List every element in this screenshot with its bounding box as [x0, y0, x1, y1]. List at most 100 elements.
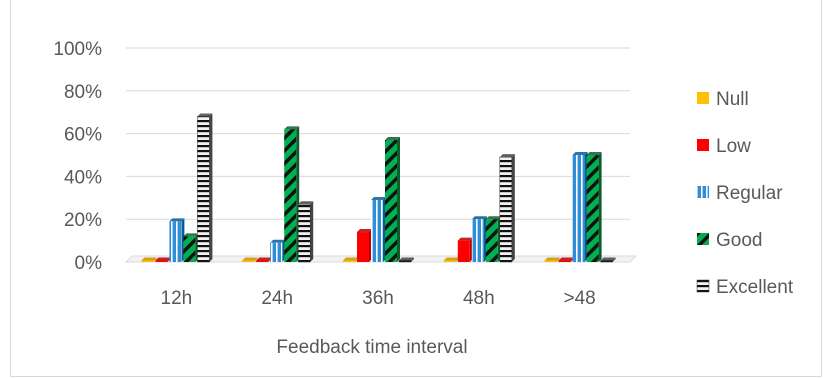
bar-top	[457, 237, 473, 241]
bar-top	[485, 216, 501, 220]
bar-excellent-12h	[197, 113, 213, 263]
bar-top	[586, 152, 602, 155]
bar-top	[141, 257, 157, 261]
bar-good-12h	[183, 233, 199, 262]
legend-item-good: Good	[697, 230, 762, 251]
bar-side	[411, 257, 414, 262]
legend-label: Null	[716, 89, 749, 110]
bar-regular-12h	[169, 218, 185, 262]
bar-front	[471, 219, 484, 262]
bar-top	[357, 229, 372, 233]
bar-front	[169, 221, 182, 262]
y-tick-label: 100%	[53, 39, 102, 60]
y-tick-label: 80%	[64, 82, 102, 103]
bar-top	[371, 196, 386, 200]
y-tick-label: 0%	[75, 253, 103, 274]
bar-top	[256, 257, 272, 261]
x-axis-label: Feedback time interval	[276, 337, 467, 358]
legend-item-regular: Regular	[697, 183, 783, 204]
bar-front	[242, 260, 255, 262]
bar-side	[397, 137, 400, 262]
bar-null-48	[544, 257, 560, 262]
bar-top	[298, 201, 314, 205]
bar-good-36h	[385, 137, 400, 262]
legend: Null Low Regular Good Excellent	[696, 89, 794, 298]
bar-regular-24h	[270, 239, 286, 262]
bar-top	[284, 126, 300, 130]
bar-front	[457, 240, 470, 262]
bar-null-24h	[242, 257, 258, 262]
x-tick-label: 48h	[463, 288, 495, 309]
bar-top	[197, 113, 213, 117]
bar-front	[197, 116, 210, 263]
bar-excellent-24h	[297, 201, 314, 263]
bar-top	[385, 137, 400, 141]
bar-side	[310, 201, 314, 262]
bar-top	[155, 257, 171, 261]
bar-top	[242, 257, 258, 261]
x-tick-label: >48	[563, 288, 595, 309]
bar-front	[586, 155, 599, 262]
bar-front	[155, 260, 168, 262]
bar-regular-48h	[471, 216, 487, 262]
bar-front	[284, 129, 297, 262]
bar-null-12h	[141, 257, 157, 262]
bar-excellent-36h	[398, 257, 414, 263]
bar-top	[544, 257, 560, 261]
bar-good-24h	[284, 126, 300, 262]
bar-front	[256, 260, 269, 262]
bar-front	[385, 140, 397, 262]
bar-front	[600, 260, 613, 263]
bar-top	[600, 257, 616, 261]
y-axis: 0% 20% 40% 60% 80% 100%	[53, 39, 102, 274]
bar-top	[270, 239, 286, 243]
bar-top	[499, 154, 515, 158]
legend-label: Good	[716, 230, 762, 251]
bar-low-48h	[457, 237, 473, 262]
bar-front	[371, 199, 383, 262]
bar-side	[209, 113, 213, 262]
legend-swatch	[697, 139, 709, 151]
bar-front	[343, 260, 355, 262]
bar-front	[357, 232, 369, 262]
bar-front	[297, 203, 311, 263]
bar-front	[270, 242, 283, 262]
bar-good-48	[586, 152, 602, 262]
bar-side	[254, 257, 258, 262]
bars	[141, 113, 616, 263]
bar-front	[443, 260, 456, 262]
bar-good-48h	[485, 216, 501, 262]
legend-label: Low	[716, 136, 751, 157]
x-tick-label: 36h	[362, 288, 394, 309]
bar-top	[443, 257, 459, 261]
chart-frame	[10, 0, 822, 377]
bar-low-36h	[357, 229, 372, 262]
y-tick-label: 60%	[64, 125, 102, 146]
y-tick-label: 20%	[64, 210, 102, 231]
bar-side	[153, 257, 157, 262]
legend-item-excellent: Excellent	[696, 277, 794, 298]
x-tick-label: 12h	[161, 288, 193, 309]
bar-side	[612, 257, 616, 262]
legend-item-null: Null	[697, 89, 749, 110]
bar-front	[183, 236, 196, 262]
y-tick-label: 40%	[64, 167, 102, 188]
bar-front	[558, 260, 571, 262]
bar-side	[598, 152, 602, 262]
legend-label: Regular	[716, 183, 783, 204]
bar-top	[471, 216, 487, 220]
x-axis: 12h 24h 36h 48h >48	[161, 288, 596, 309]
bar-front	[572, 155, 585, 262]
bar-excellent-48	[600, 257, 616, 263]
bar-top	[558, 257, 574, 261]
bar-front	[398, 260, 412, 263]
legend-swatch	[697, 92, 709, 104]
x-tick-label: 24h	[261, 288, 293, 309]
bar-side	[556, 257, 560, 262]
bar-regular-48	[572, 152, 588, 262]
legend-label: Excellent	[716, 277, 794, 298]
bar-regular-36h	[371, 196, 386, 262]
legend-swatch	[697, 233, 709, 245]
legend-swatch	[697, 186, 709, 198]
